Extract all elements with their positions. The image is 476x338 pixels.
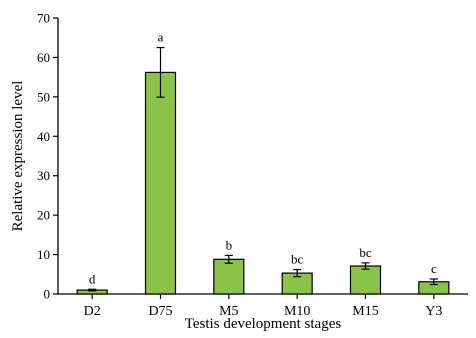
x-tick-label: M10 — [284, 304, 310, 319]
y-tick-label: 60 — [37, 50, 50, 65]
x-tick-label: D75 — [148, 304, 172, 319]
x-axis-title: Testis development stages — [185, 316, 342, 332]
significance-letter: bc — [359, 245, 372, 260]
significance-letter: b — [226, 237, 233, 252]
significance-letter: c — [431, 261, 437, 276]
significance-letter: d — [89, 271, 96, 286]
bars — [76, 71, 450, 295]
significance-letter: bc — [291, 252, 304, 267]
significance-letter: a — [158, 30, 164, 45]
y-tick-label: 70 — [37, 11, 50, 26]
y-tick-label: 40 — [37, 129, 50, 144]
y-axis-title: Relative expression level — [10, 81, 26, 232]
x-tick-label: D2 — [84, 304, 101, 319]
x-tick-label: M5 — [219, 304, 238, 319]
x-tick-label: M15 — [352, 304, 378, 319]
y-tick-label: 20 — [37, 208, 50, 223]
bar-m5 — [213, 258, 245, 295]
y-tick-label: 50 — [37, 89, 50, 104]
y-tick-label: 30 — [37, 168, 50, 183]
y-tick-label: 10 — [37, 247, 50, 262]
labels: 0 10 20 30 40 50 60 70 d D2 a D75 b M5 bc M10 bc M15 c Y3 — [37, 11, 442, 320]
y-tick-label: 0 — [44, 287, 51, 302]
x-tick-label: Y3 — [425, 304, 442, 319]
bar-d75 — [144, 71, 177, 295]
error-bars — [88, 46, 438, 292]
bar-m15 — [349, 265, 382, 295]
axes — [53, 17, 468, 299]
